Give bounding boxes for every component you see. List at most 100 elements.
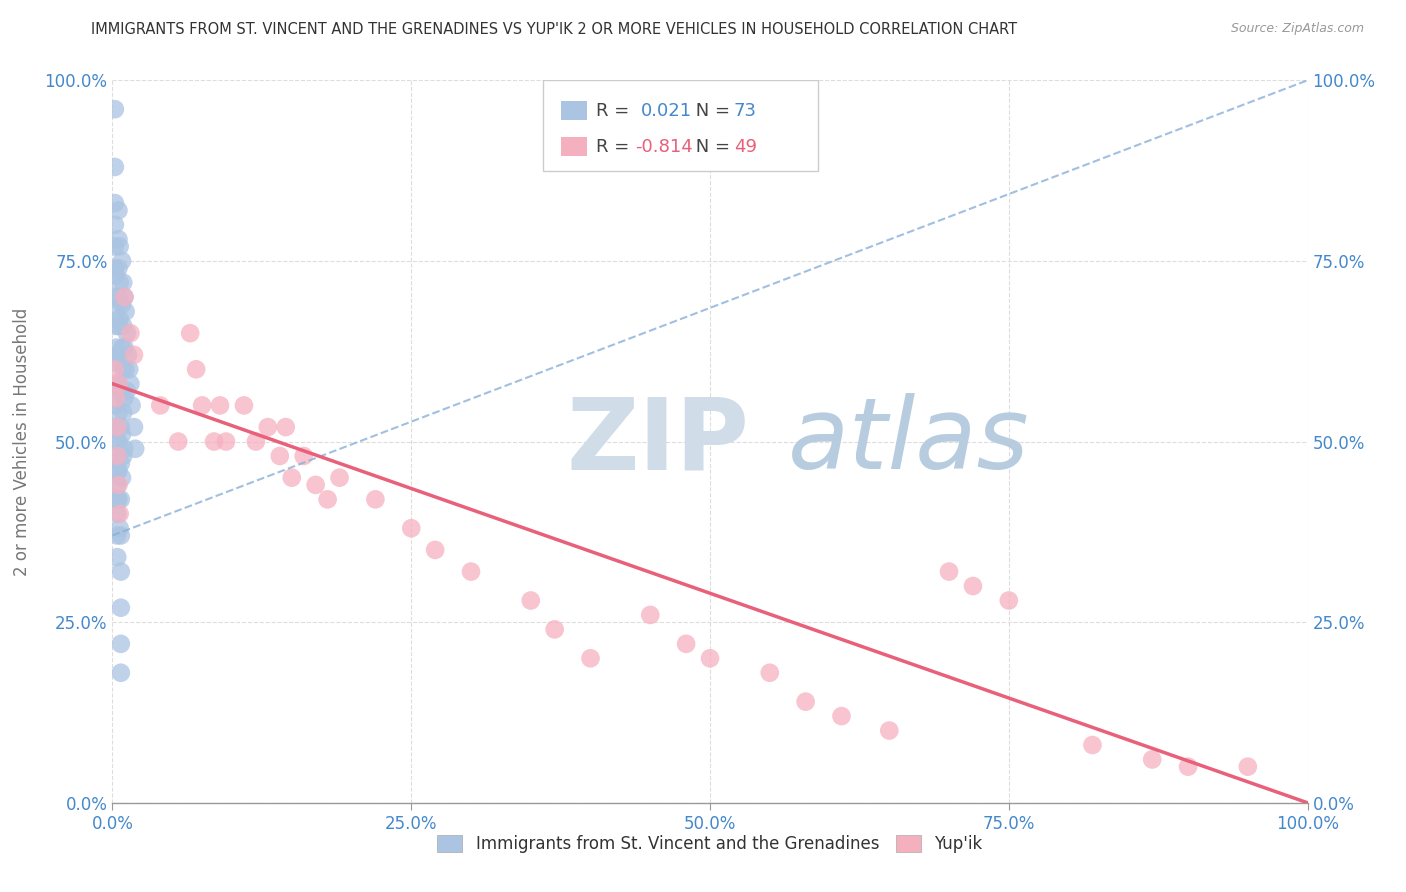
Text: R =: R =	[596, 103, 636, 120]
Point	[401, 521, 423, 535]
Point	[122, 348, 145, 362]
Point	[110, 637, 132, 651]
Point	[108, 384, 131, 398]
Point	[105, 507, 128, 521]
Point	[962, 579, 984, 593]
Point	[105, 290, 128, 304]
Point	[111, 341, 134, 355]
Point	[104, 239, 127, 253]
Point	[105, 398, 128, 412]
Point	[117, 348, 139, 362]
Point	[112, 449, 135, 463]
Point	[1142, 752, 1164, 766]
Point	[425, 542, 447, 557]
Point	[110, 492, 132, 507]
FancyBboxPatch shape	[543, 80, 818, 170]
Point	[281, 470, 304, 484]
Point	[104, 218, 127, 232]
Point	[209, 398, 232, 412]
Point	[107, 232, 129, 246]
Point	[305, 478, 328, 492]
Point	[105, 341, 128, 355]
FancyBboxPatch shape	[561, 101, 586, 120]
Point	[105, 434, 128, 449]
Point	[179, 326, 201, 340]
Point	[105, 391, 128, 405]
Point	[107, 406, 129, 420]
Point	[112, 276, 135, 290]
FancyBboxPatch shape	[561, 137, 586, 156]
Point	[108, 521, 131, 535]
Point	[105, 449, 128, 463]
Point	[460, 565, 482, 579]
Point	[107, 203, 129, 218]
Point	[114, 362, 136, 376]
Point	[1081, 738, 1104, 752]
Point	[520, 593, 543, 607]
Point	[107, 376, 129, 391]
Point	[938, 565, 960, 579]
Point	[104, 362, 127, 376]
Point	[111, 253, 134, 268]
Point	[114, 341, 135, 355]
Point	[108, 348, 131, 362]
Point	[105, 304, 128, 318]
Point	[115, 384, 138, 398]
Text: ZIP: ZIP	[567, 393, 749, 490]
Point	[105, 528, 128, 542]
Point	[105, 420, 128, 434]
Point	[245, 434, 267, 449]
Point	[105, 550, 128, 565]
Legend: Immigrants from St. Vincent and the Grenadines, Yup'ik: Immigrants from St. Vincent and the Gren…	[430, 828, 990, 860]
Point	[107, 290, 129, 304]
Text: N =: N =	[690, 103, 735, 120]
Point	[105, 318, 128, 333]
Y-axis label: 2 or more Vehicles in Household: 2 or more Vehicles in Household	[13, 308, 31, 575]
Point	[269, 449, 291, 463]
Point	[121, 398, 143, 412]
Point	[191, 398, 214, 412]
Point	[104, 196, 127, 211]
Point	[120, 376, 142, 391]
Text: 0.021: 0.021	[641, 103, 692, 120]
Point	[364, 492, 387, 507]
Point	[1177, 760, 1199, 774]
Point	[105, 376, 128, 391]
Point	[543, 623, 565, 637]
Point	[122, 420, 145, 434]
Point	[110, 528, 132, 542]
Point	[114, 290, 135, 304]
Text: IMMIGRANTS FROM ST. VINCENT AND THE GRENADINES VS YUP'IK 2 OR MORE VEHICLES IN H: IMMIGRANTS FROM ST. VINCENT AND THE GREN…	[91, 22, 1018, 37]
Point	[107, 434, 129, 449]
Point	[107, 348, 129, 362]
Point	[115, 326, 138, 340]
Point	[233, 398, 256, 412]
Point	[110, 665, 132, 680]
Point	[759, 665, 782, 680]
Point	[107, 492, 129, 507]
Point	[118, 362, 141, 376]
Point	[114, 290, 135, 304]
Point	[105, 478, 128, 492]
Point	[292, 449, 315, 463]
Point	[104, 261, 127, 276]
Point	[215, 434, 238, 449]
Point	[111, 297, 134, 311]
Point	[107, 478, 129, 492]
Point	[110, 456, 132, 470]
Point	[108, 239, 131, 253]
Point	[111, 470, 134, 484]
Text: -0.814: -0.814	[634, 138, 693, 156]
Point	[112, 318, 135, 333]
Point	[114, 391, 135, 405]
Point	[110, 600, 132, 615]
Point	[202, 434, 225, 449]
Point	[640, 607, 662, 622]
Point	[329, 470, 352, 484]
Point	[112, 406, 135, 420]
Point	[111, 384, 134, 398]
Point	[579, 651, 602, 665]
Text: R =: R =	[596, 138, 636, 156]
Point	[104, 160, 127, 174]
Point	[105, 463, 128, 477]
